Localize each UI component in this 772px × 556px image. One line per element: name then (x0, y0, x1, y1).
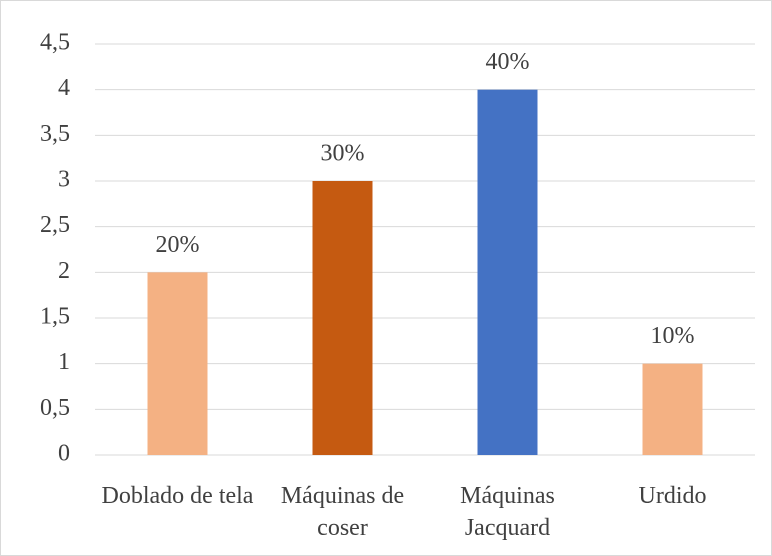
data-label: 40% (486, 49, 530, 75)
data-label: 30% (321, 141, 365, 167)
bar (312, 181, 373, 455)
x-tick-label: Doblado de tela (101, 483, 254, 509)
y-tick-label: 1 (58, 349, 70, 375)
y-tick-label: 1,5 (40, 304, 70, 330)
bar (642, 363, 703, 455)
y-tick-label: 2 (58, 258, 70, 284)
x-tick-label: Máquinas de coser (280, 483, 405, 541)
y-tick-label: 4 (58, 75, 70, 101)
bar (477, 89, 538, 456)
y-tick-label: 2,5 (40, 212, 70, 238)
data-label: 20% (156, 232, 200, 258)
y-tick-label: 0,5 (40, 395, 70, 421)
data-label: 10% (651, 323, 695, 349)
y-tick-label: 4,5 (40, 30, 70, 56)
y-tick-label: 0 (58, 441, 70, 467)
x-tick-label: Urdido (638, 483, 707, 509)
x-tick-label: Máquinas Jacquard (460, 483, 555, 541)
bar (147, 272, 208, 455)
y-tick-label: 3 (58, 167, 70, 193)
y-tick-label: 3,5 (40, 121, 70, 147)
